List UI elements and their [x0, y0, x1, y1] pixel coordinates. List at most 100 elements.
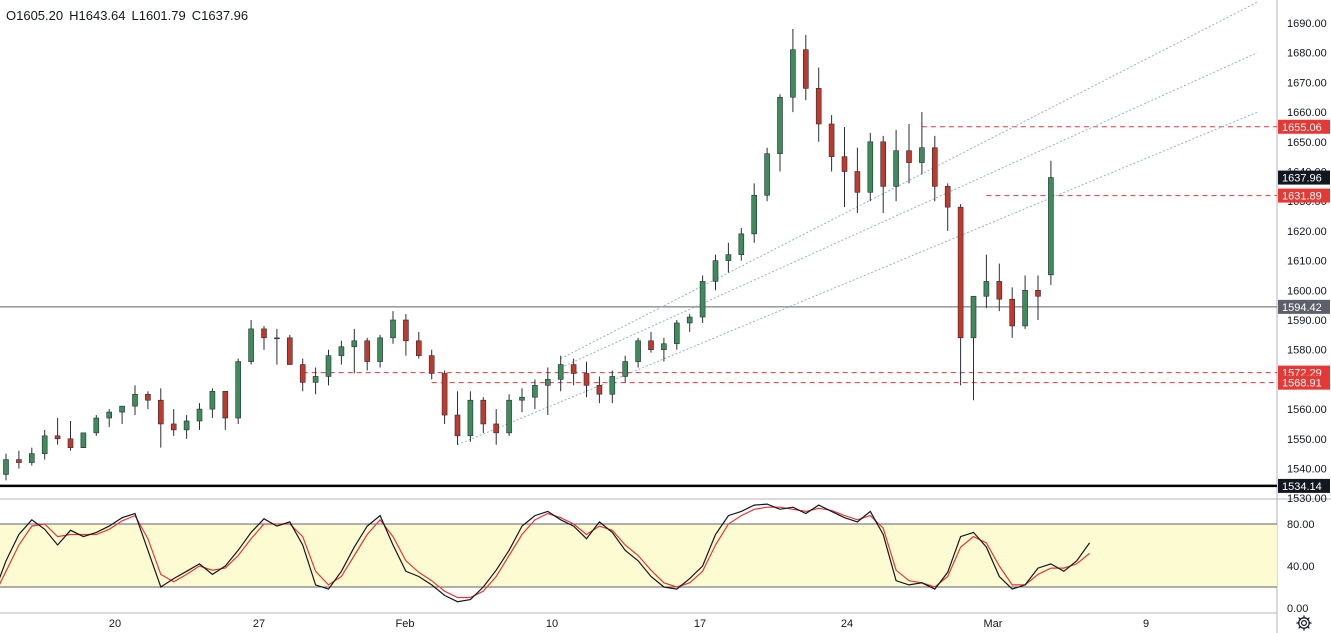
candle[interactable]: [583, 361, 590, 398]
candle[interactable]: [867, 132, 874, 202]
price-label-1637.96[interactable]: 1637.96: [1278, 170, 1330, 185]
candle[interactable]: [480, 397, 487, 433]
candle[interactable]: [544, 367, 551, 416]
candle[interactable]: [106, 409, 112, 427]
candle[interactable]: [67, 420, 74, 451]
candle[interactable]: [931, 135, 938, 202]
candle[interactable]: [377, 334, 383, 368]
candle[interactable]: [274, 328, 280, 365]
candle[interactable]: [196, 403, 203, 430]
stochastic-d-line[interactable]: [0, 506, 1090, 599]
candle[interactable]: [777, 94, 783, 172]
channel-line-0[interactable]: [457, 111, 1258, 446]
candle[interactable]: [957, 204, 964, 386]
candle[interactable]: [648, 331, 654, 353]
candle[interactable]: [235, 358, 241, 424]
candle[interactable]: [119, 405, 125, 424]
candle[interactable]: [893, 129, 899, 202]
candle[interactable]: [183, 415, 190, 439]
candle[interactable]: [312, 367, 319, 395]
candle[interactable]: [80, 432, 87, 449]
candle[interactable]: [325, 349, 332, 386]
candle[interactable]: [557, 355, 564, 392]
candle[interactable]: [506, 394, 512, 436]
candle[interactable]: [609, 370, 616, 404]
price-label-text: 1568.91: [1282, 378, 1322, 390]
candle[interactable]: [390, 311, 396, 344]
time-axis[interactable]: 20 27 Feb 10 17 24 Mar 9: [109, 618, 1149, 630]
candle[interactable]: [158, 388, 164, 448]
candle[interactable]: [802, 34, 809, 101]
candle[interactable]: [493, 409, 500, 445]
price-label-1568.91[interactable]: 1568.91: [1278, 375, 1330, 390]
candle[interactable]: [441, 370, 448, 424]
candle[interactable]: [919, 112, 925, 175]
candle[interactable]: [699, 275, 706, 323]
candle[interactable]: [428, 349, 435, 380]
candle[interactable]: [738, 227, 745, 261]
stochastic-k-line[interactable]: [0, 503, 1091, 603]
candle[interactable]: [1009, 287, 1016, 338]
candle[interactable]: [415, 331, 422, 359]
candle[interactable]: [41, 429, 48, 460]
candle[interactable]: [170, 409, 177, 436]
candle[interactable]: [596, 376, 603, 404]
candle[interactable]: [751, 183, 758, 243]
candle[interactable]: [3, 453, 9, 481]
gear-icon[interactable]: [1295, 614, 1313, 632]
candle[interactable]: [93, 415, 100, 436]
candle[interactable]: [983, 254, 990, 309]
candle[interactable]: [570, 358, 577, 386]
candle[interactable]: [351, 328, 358, 374]
candle[interactable]: [519, 388, 525, 413]
candle[interactable]: [467, 391, 474, 442]
candle[interactable]: [815, 67, 822, 142]
candle[interactable]: [880, 135, 887, 214]
candle[interactable]: [1035, 275, 1041, 320]
price-label-1655.06[interactable]: 1655.06: [1278, 119, 1330, 134]
candle[interactable]: [132, 385, 138, 416]
candle[interactable]: [970, 295, 977, 401]
candle[interactable]: [338, 340, 345, 365]
stochastic-pane[interactable]: [0, 503, 1277, 603]
price-label-1631.89[interactable]: 1631.89: [1278, 188, 1330, 203]
candle[interactable]: [673, 320, 680, 350]
price-label-1594.42[interactable]: 1594.42: [1278, 299, 1330, 314]
candle[interactable]: [454, 391, 461, 445]
candle[interactable]: [725, 242, 732, 273]
candle[interactable]: [841, 126, 848, 208]
channel-line-2[interactable]: [560, 52, 1258, 368]
candle[interactable]: [764, 147, 770, 202]
candle[interactable]: [1048, 160, 1054, 285]
candle[interactable]: [28, 447, 35, 466]
candle[interactable]: [261, 325, 267, 350]
channel-line-1[interactable]: [560, 1, 1258, 360]
candle[interactable]: [712, 254, 719, 291]
candle[interactable]: [686, 314, 693, 332]
candle[interactable]: [635, 337, 641, 368]
candle[interactable]: [286, 334, 293, 365]
candle[interactable]: [364, 337, 371, 371]
candle[interactable]: [906, 123, 912, 184]
candle[interactable]: [790, 28, 796, 113]
candle[interactable]: [403, 314, 409, 356]
candle[interactable]: [661, 337, 667, 362]
candle[interactable]: [828, 115, 835, 172]
candle[interactable]: [622, 355, 629, 383]
candle[interactable]: [16, 450, 22, 469]
candle[interactable]: [854, 147, 861, 214]
candle[interactable]: [54, 418, 61, 445]
candle[interactable]: [532, 379, 538, 410]
candle[interactable]: [1022, 275, 1028, 329]
candle[interactable]: [209, 388, 216, 419]
price-label-1534.14[interactable]: 1534.14: [1278, 478, 1330, 493]
price-axis[interactable]: 1530.001540.001550.001560.001570.001580.…: [1278, 18, 1330, 615]
candle[interactable]: [996, 263, 1003, 312]
candle[interactable]: [248, 320, 254, 365]
candle[interactable]: [145, 391, 151, 410]
candle[interactable]: [944, 183, 951, 231]
candle[interactable]: [299, 358, 306, 392]
candle[interactable]: [222, 390, 229, 430]
